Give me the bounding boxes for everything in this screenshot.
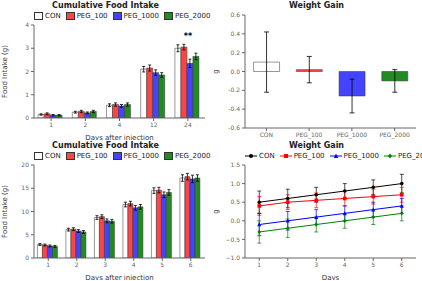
- svg-text:-0.2: -0.2: [228, 86, 240, 93]
- svg-text:CON: CON: [260, 131, 273, 138]
- svg-text:5: 5: [25, 231, 29, 238]
- svg-text:4: 4: [118, 121, 122, 128]
- svg-text:0.0: 0.0: [230, 217, 240, 224]
- svg-text:4: 4: [25, 21, 29, 28]
- html-text:PEG_2000: PEG_2000: [175, 12, 211, 20]
- svg-text:0: 0: [25, 114, 29, 121]
- svg-text:2: 2: [75, 261, 79, 268]
- svg-text:0.4: 0.4: [230, 30, 240, 37]
- svg-text:1: 1: [46, 261, 50, 268]
- svg-text:0.5: 0.5: [230, 198, 240, 205]
- html-text:CON: CON: [45, 152, 61, 160]
- svg-text:Days: Days: [322, 274, 340, 280]
- svg-text:0.0: 0.0: [230, 68, 240, 75]
- html-text:PEG_1000: PEG_1000: [343, 152, 379, 160]
- svg-text:5: 5: [371, 261, 375, 268]
- svg-text:g: g: [212, 69, 220, 73]
- svg-text:15: 15: [21, 184, 29, 191]
- svg-text:0.6: 0.6: [230, 11, 240, 18]
- svg-text:1: 1: [25, 91, 29, 98]
- svg-text:12: 12: [150, 121, 158, 128]
- svg-text:2: 2: [83, 121, 87, 128]
- html-text:PEG_100: PEG_100: [76, 152, 108, 160]
- svg-text:0: 0: [25, 254, 29, 261]
- svg-text:-0.6: -0.6: [228, 124, 240, 131]
- html-text:PEG_1000: PEG_1000: [123, 12, 159, 20]
- svg-text:3: 3: [103, 261, 107, 268]
- svg-text:-0.4: -0.4: [228, 105, 240, 112]
- svg-text:20: 20: [21, 161, 29, 168]
- svg-text:Food Intake (g): Food Intake (g): [8, 185, 9, 238]
- svg-text:6: 6: [189, 261, 193, 268]
- svg-text:1.0: 1.0: [230, 180, 240, 187]
- svg-text:24: 24: [184, 121, 192, 128]
- svg-text:PEG_100: PEG_100: [296, 131, 323, 139]
- svg-text:4: 4: [132, 261, 136, 268]
- svg-text:PEG_2000: PEG_2000: [379, 131, 410, 139]
- svg-text:**: **: [184, 32, 193, 41]
- html-text:CON: CON: [45, 12, 61, 20]
- html-text:Weight Gain: Weight Gain: [288, 1, 345, 10]
- html-text:CON: CON: [259, 152, 275, 160]
- html-text:PEG_2000: PEG_2000: [175, 152, 211, 160]
- svg-text:4: 4: [343, 261, 347, 268]
- svg-text:10: 10: [21, 208, 29, 215]
- svg-text:2: 2: [286, 261, 290, 268]
- html-text:PEG_100: PEG_100: [293, 152, 325, 160]
- svg-text:0.2: 0.2: [230, 49, 240, 56]
- html-text:PEG_1000: PEG_1000: [123, 152, 159, 160]
- html-text:Cumulative Food Intake: Cumulative Food Intake: [52, 141, 159, 150]
- svg-text:−0.5: −0.5: [225, 236, 240, 243]
- html-text:PEG_100: PEG_100: [76, 12, 108, 20]
- svg-text:1: 1: [49, 121, 53, 128]
- svg-text:g: g: [212, 209, 220, 213]
- svg-text:Food Intake (g): Food Intake (g): [8, 45, 9, 98]
- svg-text:3: 3: [25, 44, 29, 51]
- svg-text:5: 5: [160, 261, 164, 268]
- svg-text:3: 3: [314, 261, 318, 268]
- svg-text:−1.0: −1.0: [225, 254, 240, 261]
- svg-text:1: 1: [257, 261, 261, 268]
- html-text:Weight Gain: Weight Gain: [288, 141, 345, 150]
- svg-text:6: 6: [400, 261, 404, 268]
- svg-text:Days after injection: Days after injection: [85, 274, 153, 280]
- svg-text:2: 2: [25, 68, 29, 75]
- html-text:Cumulative Food Intake: Cumulative Food Intake: [52, 1, 159, 10]
- svg-text:1.5: 1.5: [230, 161, 240, 168]
- svg-text:PEG_1000: PEG_1000: [337, 131, 368, 139]
- svg-text:Days after injection: Days after injection: [85, 134, 153, 140]
